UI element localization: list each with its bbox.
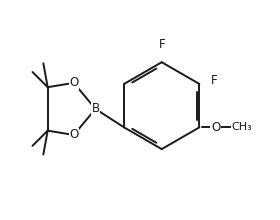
Text: O: O <box>69 128 78 141</box>
Text: B: B <box>91 103 99 116</box>
Text: O: O <box>69 76 78 89</box>
Text: F: F <box>211 74 218 87</box>
Text: O: O <box>211 121 220 134</box>
Text: F: F <box>158 38 165 51</box>
Text: CH₃: CH₃ <box>231 122 252 132</box>
